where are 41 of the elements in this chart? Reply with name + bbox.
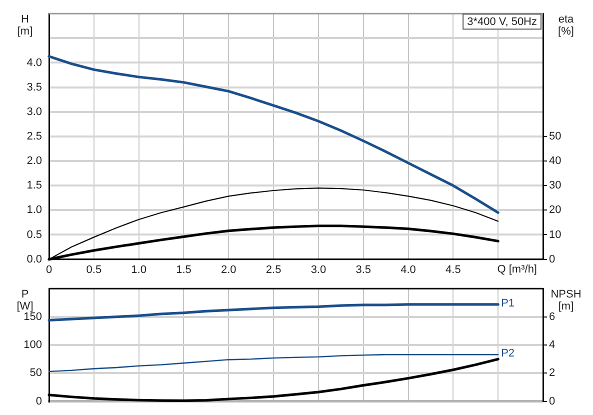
y2-axis-title: NPSH [m]: [550, 288, 582, 313]
y-axis-title: H [m]: [17, 14, 33, 38]
y-tick-label: 3.0: [26, 106, 42, 118]
y-tick-label: 0.5: [26, 228, 42, 241]
y-tick-label: 100: [24, 339, 42, 352]
x-tick-label: 1.0: [131, 264, 146, 276]
y-tick-label: 3.5: [26, 81, 42, 94]
x-tick-label: 2.5: [266, 264, 282, 276]
y2-tick-label: 50: [549, 130, 562, 142]
y-tick-label: 2.5: [26, 130, 42, 142]
y-tick-label: 50: [30, 367, 42, 380]
y-axis-title: P [W]: [16, 288, 34, 313]
y2-tick-label: 30: [549, 180, 562, 192]
x-axis-title: Q [m³/h]: [497, 263, 537, 276]
y2-axis-title: eta [%]: [558, 14, 575, 38]
chart-title: 3*400 V, 50Hz: [467, 16, 538, 28]
x-tick-label: 0: [46, 264, 52, 276]
x-tick-label: 4.5: [446, 264, 461, 276]
y-tick-label: 2.0: [26, 155, 42, 168]
series-label: P2: [501, 348, 515, 360]
y2-tick-label: 20: [549, 204, 562, 216]
series-label: P1: [501, 297, 515, 310]
x-tick-label: 3.0: [310, 264, 326, 276]
y2-tick-label: 40: [549, 155, 562, 168]
y-tick-label: 150: [24, 310, 42, 323]
y-tick-label: 0.0: [26, 253, 42, 266]
y-tick-label: 4.0: [26, 56, 42, 69]
x-tick-label: 3.5: [356, 264, 372, 276]
y2-tick-label: 2: [549, 367, 556, 380]
x-tick-label: 0.5: [86, 264, 102, 276]
x-tick-label: 1.5: [176, 264, 192, 276]
y2-tick-label: 6: [549, 310, 556, 323]
y2-tick-label: 4: [549, 339, 556, 352]
y-tick-label: 1.0: [26, 204, 42, 216]
x-tick-label: 4.0: [400, 264, 416, 276]
y2-tick-label: 0: [549, 253, 556, 266]
y2-tick-label: 10: [549, 228, 562, 241]
y-tick-label: 1.5: [26, 180, 42, 192]
y-tick-label: 0: [36, 395, 42, 408]
x-tick-label: 2.0: [220, 264, 236, 276]
y2-tick-label: 0: [549, 395, 556, 408]
